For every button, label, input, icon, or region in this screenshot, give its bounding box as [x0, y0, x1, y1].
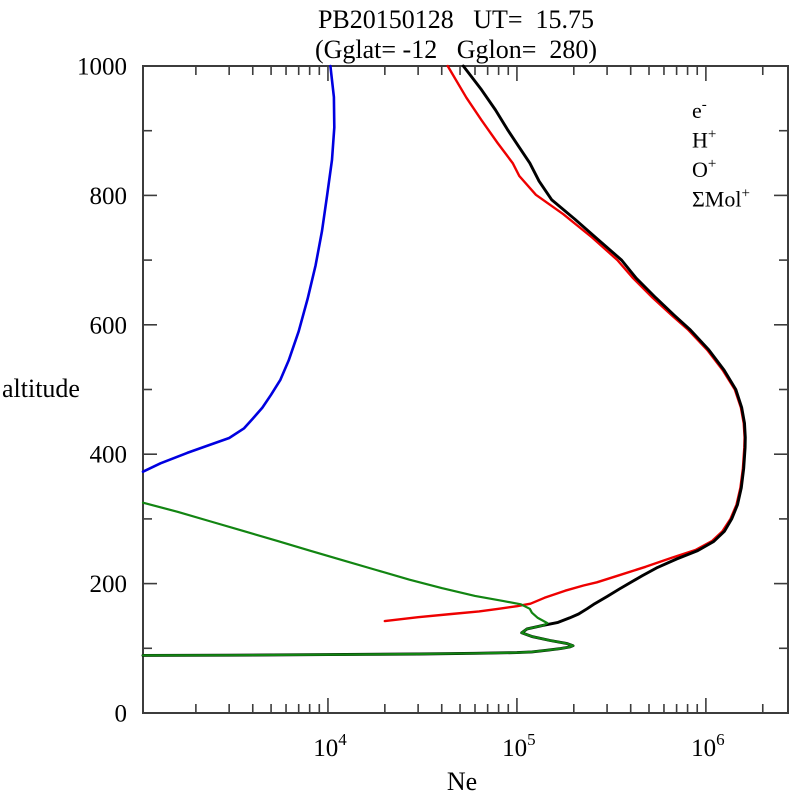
x-axis-title: Ne: [447, 767, 477, 796]
series-o-plus-curve: [383, 64, 746, 623]
x-tick-label: 104: [313, 730, 347, 762]
plot-frame: [142, 65, 789, 714]
y-tick-label: 600: [90, 312, 128, 339]
y-axis-title: altitude: [2, 374, 80, 403]
x-tick-label: 106: [691, 730, 725, 762]
x-tick-label: 105: [502, 730, 536, 762]
y-tick-label: 200: [90, 571, 128, 598]
axis-tick-labels: 0 200 400 600 800 1000 104 105 106: [77, 54, 725, 763]
legend-entry-o-plus: O+: [692, 156, 716, 182]
chart-title: PB20150128 UT= 15.75: [318, 5, 594, 34]
plot-frame-box: [142, 65, 789, 714]
data-curves: [141, 64, 747, 657]
series-mol-ions-curve: [141, 501, 575, 657]
series-h-plus-curve: [141, 64, 336, 473]
y-tick-label: 0: [115, 701, 128, 728]
legend-entry-electron: e-: [692, 97, 707, 123]
y-tick-label: 1000: [77, 54, 127, 81]
legend-entry-mol-ions: ΣMol+: [692, 186, 750, 212]
series-electron-curve: [141, 64, 747, 657]
chart-subtitle: (Gglat= -12 Gglon= 280): [315, 35, 597, 64]
y-tick-label: 800: [90, 183, 128, 210]
y-tick-label: 400: [90, 442, 128, 469]
axis-ticks: [144, 67, 787, 712]
legend-entry-h-plus: H+: [692, 127, 716, 153]
legend: e- H+ O+ ΣMol+: [692, 97, 750, 212]
